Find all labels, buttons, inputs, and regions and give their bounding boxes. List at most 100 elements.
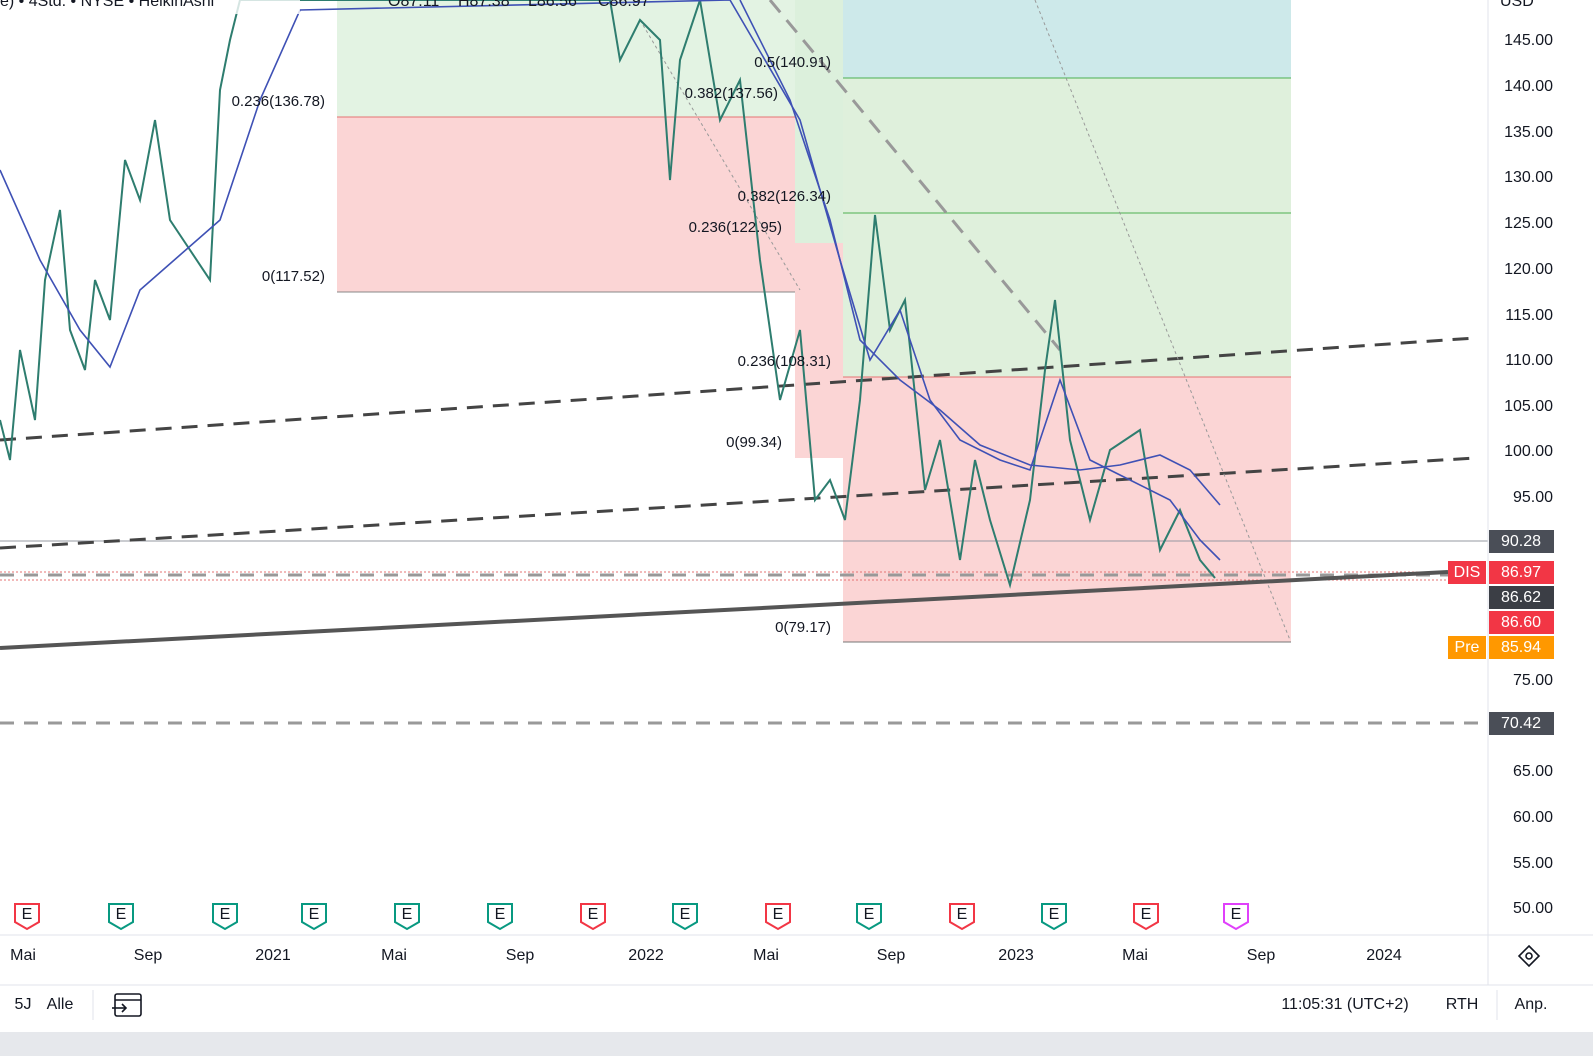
event-label: E (680, 906, 691, 923)
price-label: 125.00 (1504, 215, 1553, 232)
event-badge (1133, 903, 1159, 931)
symbol-tag (1448, 561, 1486, 584)
time-label: 2023 (998, 947, 1034, 964)
header-close: C86.97 (598, 0, 650, 10)
time-label: Sep (877, 947, 906, 964)
status-strip (0, 1032, 1593, 1056)
price-tag-value: 86.60 (1501, 614, 1541, 631)
event-badge (108, 903, 134, 931)
header-high: H87.38 (458, 0, 510, 10)
event-badge (14, 903, 40, 931)
trend-line (639, 19, 801, 291)
time-label: Mai (753, 947, 779, 964)
event-label: E (309, 906, 320, 923)
event-label: E (402, 906, 413, 923)
event-badge (301, 903, 327, 931)
moving-average (739, 0, 1221, 506)
price-label: 135.00 (1504, 124, 1553, 141)
time-label: 2022 (628, 947, 664, 964)
event-badge (949, 903, 975, 931)
time-label: Mai (381, 947, 407, 964)
adjust-button[interactable]: Anp. (1515, 996, 1548, 1013)
fib-zone-green (795, 0, 848, 243)
price-tag-value: 90.28 (1501, 533, 1541, 550)
event-badge (394, 903, 420, 931)
header-title: e) • 4Std. • NYSE • HeikinAshi (0, 0, 214, 10)
fib-zone-red (795, 243, 848, 458)
price-tag (1489, 636, 1554, 659)
price-tag-value: 70.42 (1501, 715, 1541, 732)
price-series (0, 0, 1216, 589)
event-label: E (957, 906, 968, 923)
price-tag-value: 85.94 (1501, 639, 1541, 656)
fib-label: 0(117.52) (262, 268, 325, 285)
price-tag (1489, 561, 1554, 584)
header-open: O87.11 (388, 0, 439, 10)
zones (337, 0, 1291, 643)
trend-line (0, 336, 1476, 442)
price-tag (1489, 611, 1554, 634)
price-label: 130.00 (1504, 169, 1553, 186)
time-label: Sep (506, 947, 535, 964)
price-label: 105.00 (1504, 398, 1553, 415)
range-button[interactable]: Alle (47, 996, 74, 1013)
event-label: E (116, 906, 127, 923)
fib-zone-green (337, 0, 800, 117)
time-label: 2024 (1366, 947, 1402, 964)
trend-line (0, 456, 1476, 550)
fib-label: 0.382(126.34) (738, 188, 831, 205)
event-label: E (495, 906, 506, 923)
fib-label: 0(79.17) (775, 619, 831, 636)
date-range-icon[interactable] (112, 993, 142, 1017)
price-label: 75.00 (1513, 672, 1553, 689)
trend-line (768, 0, 1062, 351)
currency: USD (1500, 0, 1534, 10)
event-badge (1041, 903, 1067, 931)
event-badge (1223, 903, 1249, 931)
price-label: 140.00 (1504, 78, 1553, 95)
event-badge (212, 903, 238, 931)
event-badge (580, 903, 606, 931)
fib-label: 0.382(137.56) (685, 85, 778, 102)
fib-zone-red (337, 117, 800, 292)
event-label: E (220, 906, 231, 923)
event-label: E (864, 906, 875, 923)
price-label: 60.00 (1513, 809, 1553, 826)
fib-zone-blue (843, 0, 1291, 78)
moving-average (0, 0, 1221, 561)
event-badge (487, 903, 513, 931)
price-label: 65.00 (1513, 763, 1553, 780)
range-button[interactable]: 5J (15, 996, 32, 1013)
time-label: Mai (1122, 947, 1148, 964)
event-label: E (588, 906, 599, 923)
fib-label: 0.5(140.91) (754, 54, 831, 71)
trend-line (1034, 0, 1291, 641)
session-button[interactable]: RTH (1446, 996, 1479, 1013)
price-tag (1489, 530, 1554, 553)
clock: 11:05:31 (UTC+2) (1281, 996, 1408, 1013)
price-label: 145.00 (1504, 32, 1553, 49)
price-label: 120.00 (1504, 261, 1553, 278)
price-label: 95.00 (1513, 489, 1553, 506)
event-label: E (1231, 906, 1242, 923)
event-label: E (22, 906, 33, 923)
header-low: L86.56 (528, 0, 577, 10)
header-bg (0, 0, 300, 14)
symbol-tag-text: Pre (1455, 639, 1480, 656)
price-tag (1489, 712, 1554, 735)
event-label: E (1141, 906, 1152, 923)
event-badge (856, 903, 882, 931)
symbol-tag (1448, 636, 1486, 659)
price-tag (1489, 586, 1554, 609)
event-badge (672, 903, 698, 931)
price-label: 50.00 (1513, 900, 1553, 917)
support-line (0, 570, 1449, 650)
time-label: Mai (10, 947, 36, 964)
drawings (0, 0, 1488, 725)
settings-icon[interactable] (1517, 944, 1541, 968)
price-label: 110.00 (1505, 352, 1553, 369)
price-tag-value: 86.62 (1501, 589, 1541, 606)
event-label: E (1049, 906, 1060, 923)
symbol-tag-text: DIS (1454, 564, 1481, 581)
fib-label: 0(99.34) (726, 434, 782, 451)
